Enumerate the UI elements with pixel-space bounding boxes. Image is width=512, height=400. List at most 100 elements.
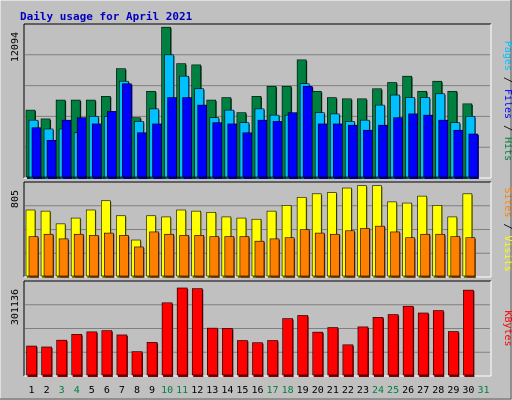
x-tick-label-day-2: 2: [44, 385, 50, 396]
bar-pages-day-8: [137, 132, 148, 179]
bar-body: [453, 129, 464, 178]
x-tick-label-day-29: 29: [447, 385, 459, 396]
bar-pages-day-30: [468, 133, 479, 179]
y-axis-label-part: Visits: [502, 236, 512, 272]
bar-pages-day-12: [197, 104, 208, 179]
bar-kbytes-day-15: [237, 340, 249, 377]
bar-body: [269, 238, 280, 277]
bar-body: [314, 232, 325, 277]
bar-sites-day-8: [134, 246, 145, 278]
bar-pages-day-3: [61, 119, 73, 179]
bar-body: [134, 246, 144, 277]
bar-kbytes-day-23: [357, 326, 369, 377]
bar-kbytes-day-7: [116, 334, 128, 377]
bar-body: [91, 123, 102, 178]
bar-pages-day-29: [453, 129, 464, 179]
bar-pages-day-6: [107, 111, 118, 179]
x-tick-label-day-31: 31: [477, 385, 489, 396]
x-tick-label-day-25: 25: [387, 385, 399, 396]
x-tick-label-day-19: 19: [297, 385, 309, 396]
bar-body: [197, 104, 208, 178]
bar-body: [71, 334, 83, 376]
bar-sites-day-3: [58, 238, 70, 278]
x-tick-label-day-30: 30: [462, 385, 474, 396]
bar-sites-day-7: [119, 235, 130, 278]
x-tick-label-day-15: 15: [236, 385, 248, 396]
bar-pages-day-27: [423, 114, 434, 179]
x-tick-label-day-28: 28: [432, 385, 444, 396]
bar-sites-day-15: [239, 236, 250, 278]
bar-kbytes-day-5: [86, 331, 98, 377]
bar-kbytes-day-18: [282, 318, 294, 377]
bar-body: [450, 236, 461, 277]
bar-sites-day-25: [390, 231, 401, 278]
bar-sites-day-12: [194, 235, 205, 278]
bar-sites-day-20: [314, 232, 326, 278]
y-axis-label-part: Files: [502, 89, 512, 119]
bar-body: [254, 240, 265, 277]
bar-kbytes-day-22: [342, 344, 354, 377]
bar-body: [179, 235, 189, 277]
bar-pages-day-14: [227, 123, 238, 179]
bar-body: [272, 121, 283, 178]
bar-body: [152, 123, 162, 178]
bar-pages-day-25: [393, 117, 404, 179]
bar-kbytes-day-17: [267, 340, 279, 377]
bar-body: [76, 117, 87, 178]
bar-body: [297, 315, 308, 376]
x-tick-label-day-20: 20: [312, 385, 324, 396]
x-tick-label-day-26: 26: [402, 385, 414, 396]
bar-body: [378, 124, 388, 178]
bar-body: [161, 302, 173, 376]
x-tick-label-day-5: 5: [89, 385, 95, 396]
x-tick-label-day-14: 14: [221, 385, 233, 396]
bar-body: [122, 83, 132, 178]
bar-body: [393, 117, 403, 178]
bar-sites-day-5: [88, 235, 100, 278]
bar-body: [257, 119, 268, 178]
bar-body: [282, 318, 293, 376]
x-tick-label-day-12: 12: [191, 385, 203, 396]
bar-kbytes-day-27: [417, 312, 430, 377]
bar-pages-day-1: [31, 127, 42, 179]
bar-sites-day-21: [329, 233, 341, 278]
panel-kbytes: 301136 KBytes: [10, 280, 512, 377]
bar-body: [104, 232, 114, 277]
bar-body: [73, 233, 84, 277]
bar-kbytes-day-21: [327, 327, 339, 377]
bar-kbytes-day-13: [207, 327, 219, 377]
bar-kbytes-day-28: [432, 310, 445, 377]
bar-body: [182, 97, 192, 178]
bar-pages-day-4: [76, 117, 88, 179]
bar-kbytes-day-29: [448, 331, 460, 377]
bar-body: [345, 230, 355, 277]
bar-kbytes-day-24: [372, 317, 385, 377]
bar-body: [284, 237, 295, 277]
x-tick-label-day-23: 23: [357, 385, 369, 396]
bar-body: [332, 123, 343, 178]
y-axis-label: KBytes: [502, 310, 512, 346]
bar-kbytes-day-1: [26, 345, 38, 377]
bar-body: [448, 331, 459, 376]
bar-body: [31, 127, 42, 178]
bar-kbytes-day-10: [161, 302, 174, 377]
x-tick-label-day-4: 4: [74, 385, 80, 396]
y-axis-label-part: Hits: [502, 137, 512, 161]
bar-body: [375, 225, 385, 277]
bar-body: [194, 235, 205, 277]
bar-sites-day-27: [420, 233, 431, 278]
x-tick-label-day-13: 13: [206, 385, 218, 396]
bar-body: [465, 237, 476, 277]
bar-body: [207, 327, 218, 376]
bar-body: [432, 310, 444, 376]
bar-pages-day-9: [152, 123, 163, 179]
bar-body: [224, 236, 235, 277]
y-max-tick-label: 805: [10, 190, 21, 208]
bar-sites-day-18: [284, 237, 296, 278]
bar-body: [149, 231, 159, 277]
bar-body: [131, 351, 143, 376]
bar-kbytes-day-3: [56, 339, 68, 377]
bar-body: [86, 331, 98, 376]
chart-panels: 12094 Pages / Files / Hits 805 Sites / Visi…: [10, 23, 512, 377]
